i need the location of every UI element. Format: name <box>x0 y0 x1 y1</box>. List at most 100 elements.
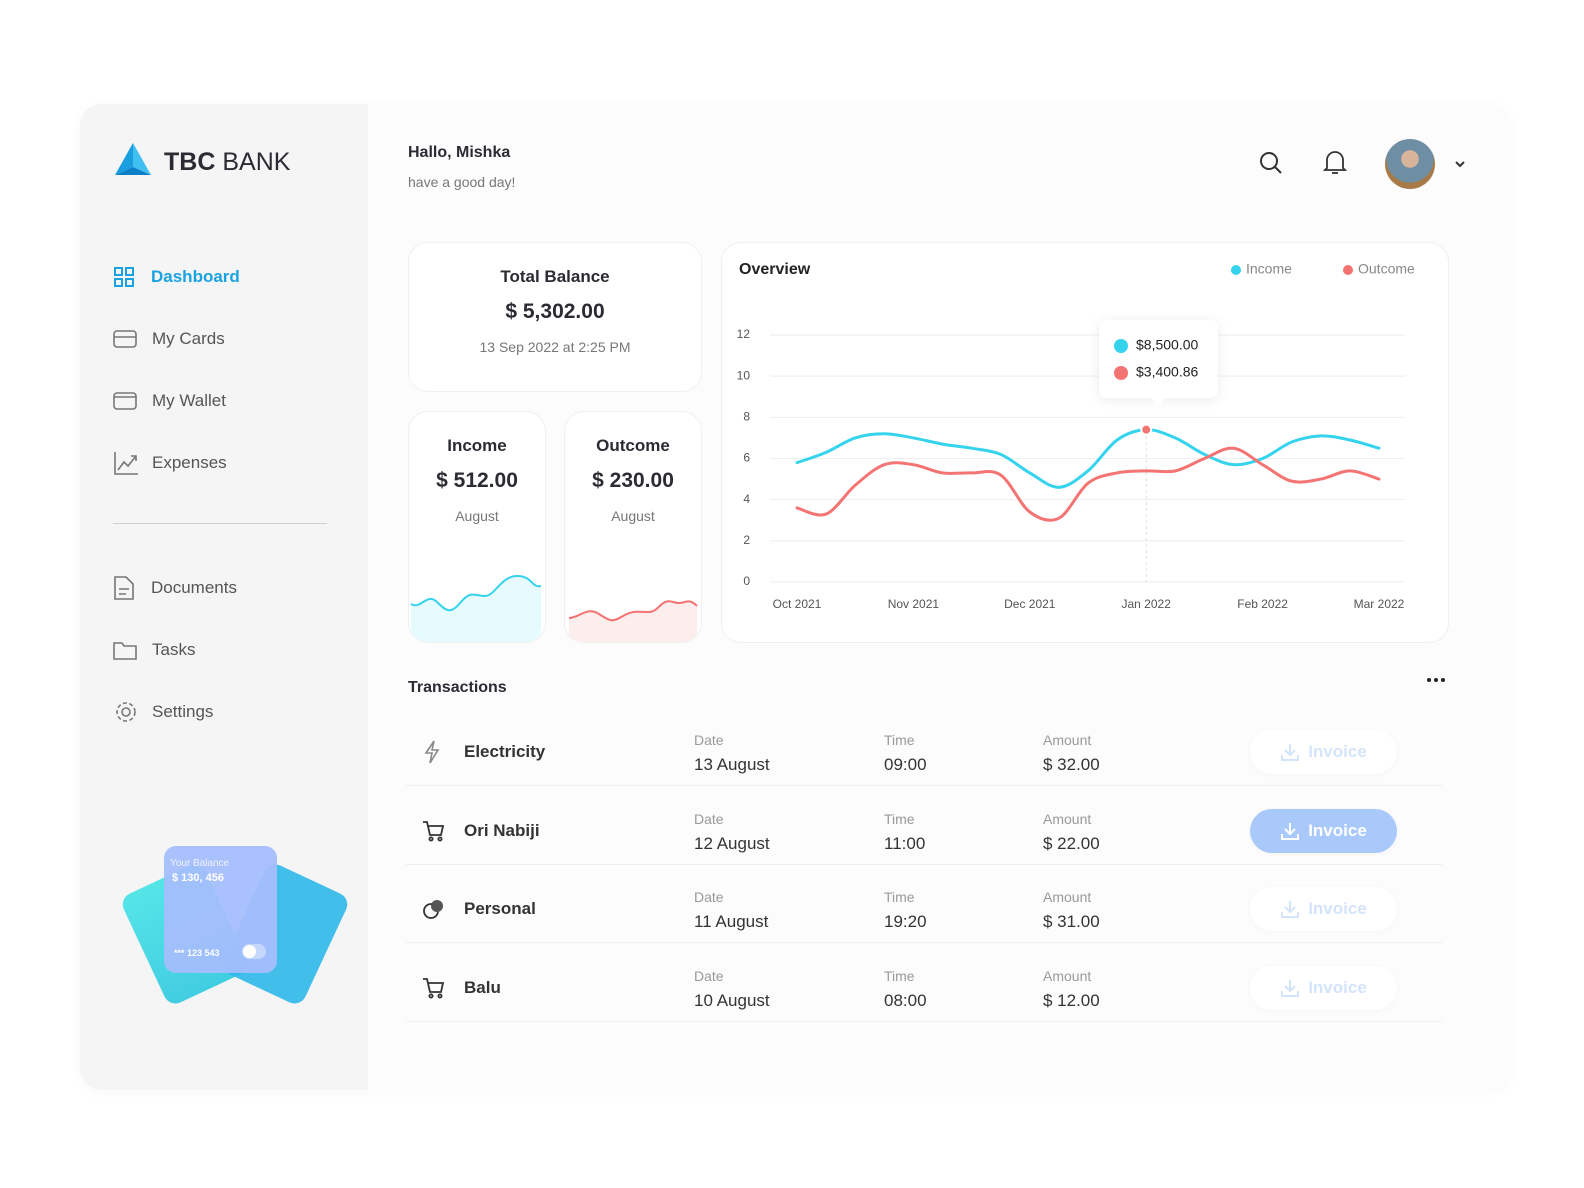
time-value: 09:00 <box>884 755 927 774</box>
download-icon <box>1281 979 1300 997</box>
nav-item[interactable]: Tasks <box>152 640 196 659</box>
download-icon <box>1281 744 1300 761</box>
invoice-button[interactable]: Invoice <box>1250 808 1397 853</box>
date-label: Date <box>694 889 724 905</box>
date-value: 12 August <box>694 833 770 853</box>
logo-bold: TBC <box>164 148 216 176</box>
card-period: August <box>611 508 655 524</box>
app-frame: TBC BANK Dashboard My Cards My Wallet Ex… <box>80 104 1510 1090</box>
invoice-button[interactable]: Invoice <box>1250 887 1397 931</box>
amount-label: Amount <box>1043 967 1092 984</box>
row-name: Personal <box>464 899 536 918</box>
icon <box>116 702 136 722</box>
time-label: Time <box>884 889 915 905</box>
time-label: Time <box>884 810 915 827</box>
logo: TBC BANK <box>164 148 290 177</box>
download-icon <box>1281 901 1300 918</box>
card-amount: $ 512.00 <box>436 469 518 492</box>
logo-light: BANK <box>222 148 291 176</box>
search-icon[interactable] <box>1258 150 1284 176</box>
card-period: August <box>455 508 499 524</box>
section-title: Transactions <box>408 679 507 696</box>
date-value: 10 August <box>694 990 770 1010</box>
amount-label: Amount <box>1043 810 1092 827</box>
row-name: Balu <box>464 977 501 997</box>
invoice-label: Invoice <box>1308 820 1367 840</box>
balance-card: Your Balance $ 130, 456 *** 123 543 <box>164 846 277 973</box>
nav-item[interactable]: Dashboard <box>151 267 240 286</box>
icon <box>114 267 134 287</box>
row-icon <box>422 897 446 921</box>
more-button[interactable] <box>1426 676 1446 684</box>
date-value: 13 August <box>694 755 770 774</box>
date-label: Date <box>694 967 724 984</box>
income-card: Income $ 512.00 August <box>408 411 546 643</box>
card-number: *** 123 543 <box>174 948 220 958</box>
icon <box>113 330 137 348</box>
icon <box>424 740 440 764</box>
nav-item[interactable]: My Cards <box>152 329 225 348</box>
nav-item[interactable]: Expenses <box>152 453 227 472</box>
icon <box>423 900 443 919</box>
outcome-card: Outcome $ 230.00 August <box>564 411 702 643</box>
time-value: 11:00 <box>884 833 926 853</box>
bell-icon[interactable] <box>1322 148 1348 176</box>
icon <box>423 820 445 841</box>
time-label: Time <box>884 732 915 748</box>
invoice-button[interactable]: Invoice <box>1250 730 1397 774</box>
icon <box>114 576 134 600</box>
card-title: Outcome <box>596 436 670 455</box>
row-divider <box>406 942 1442 943</box>
amount-value: $ 31.00 <box>1043 912 1100 931</box>
date-label: Date <box>694 732 724 748</box>
nav-item[interactable]: Settings <box>152 702 214 721</box>
amount-label: Amount <box>1043 732 1092 748</box>
card-title: Total Balance <box>500 267 610 286</box>
card-amount: $ 230.00 <box>592 469 674 492</box>
row-divider <box>406 785 1442 786</box>
icon <box>423 977 445 998</box>
card-date: 13 Sep 2022 at 2:25 PM <box>479 339 631 355</box>
time-value: 19:20 <box>884 912 927 931</box>
subtitle: have a good day! <box>408 174 516 190</box>
invoice-label: Invoice <box>1308 899 1367 918</box>
row-icon <box>422 740 446 764</box>
invoice-label: Invoice <box>1308 742 1367 761</box>
amount-value: $ 32.00 <box>1043 755 1100 774</box>
icon <box>113 392 137 410</box>
invoice-label: Invoice <box>1308 977 1367 997</box>
date-label: Date <box>694 810 724 827</box>
row-icon <box>422 976 446 1000</box>
row-divider <box>406 1020 1442 1022</box>
row-icon <box>422 819 446 843</box>
overview-card <box>721 242 1449 643</box>
amount-value: $ 22.00 <box>1043 833 1100 853</box>
nav-item[interactable]: Documents <box>151 578 237 597</box>
download-icon <box>1281 822 1300 840</box>
greeting: Hallo, Mishka <box>408 144 511 161</box>
invoice-button[interactable]: Invoice <box>1250 965 1397 1010</box>
icon <box>113 642 137 660</box>
card-amount: $ 5,302.00 <box>505 300 605 323</box>
logo-icon <box>115 143 151 175</box>
card-title: Income <box>447 436 507 455</box>
row-name: Electricity <box>464 742 546 761</box>
toggle <box>242 944 266 959</box>
amount-value: $ 12.00 <box>1043 990 1100 1010</box>
card-amount: $ 130, 456 <box>172 872 224 884</box>
sidebar: TBC BANK Dashboard My Cards My Wallet Ex… <box>80 104 368 1090</box>
row-divider <box>406 863 1442 865</box>
row-name: Ori Nabiji <box>464 820 540 840</box>
nav-item[interactable]: My Wallet <box>152 391 226 410</box>
time-value: 08:00 <box>884 990 927 1010</box>
sparkline <box>568 600 698 642</box>
card-label: Your Balance <box>170 858 230 869</box>
divider <box>113 523 327 524</box>
total-balance-card: Total Balance $ 5,302.00 13 Sep 2022 at … <box>408 242 702 392</box>
chevron[interactable] <box>1454 160 1466 168</box>
sparkline <box>410 574 542 642</box>
time-label: Time <box>884 967 915 984</box>
amount-label: Amount <box>1043 889 1092 905</box>
date-value: 11 August <box>694 912 769 931</box>
avatar[interactable] <box>1385 139 1435 189</box>
